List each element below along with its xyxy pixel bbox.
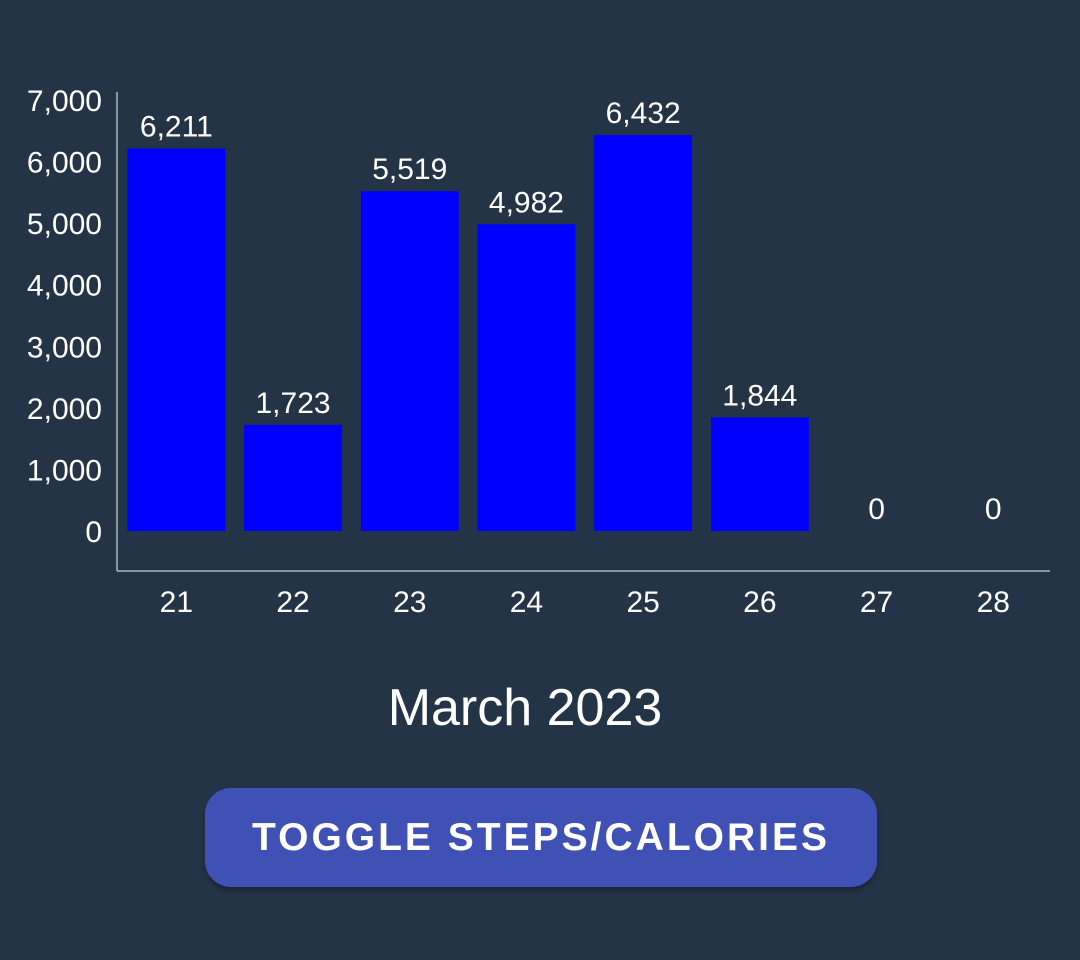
x-tick-label: 27: [860, 586, 893, 619]
bar-value-label: 1,844: [722, 379, 797, 412]
y-tick-label: 3,000: [27, 331, 102, 364]
bar-chart: 0 1,000 2,000 3,000 4,000 5,000 6,000 7,000 6,21…: [27, 85, 1050, 619]
x-tick-label: 24: [510, 586, 543, 619]
bar-value-label: 4,982: [489, 186, 564, 219]
x-tick-label: 26: [743, 586, 776, 619]
bar: [594, 134, 693, 531]
bar-value-label: 1,723: [256, 387, 331, 420]
chart-period-label: March 2023: [387, 679, 663, 737]
x-tick-label: 25: [626, 586, 659, 619]
y-tick-label: 6,000: [27, 147, 102, 180]
toggle-steps-calories-button[interactable]: TOGGLE STEPS/CALORIES: [205, 788, 877, 887]
bar-value-label: 0: [985, 493, 1002, 526]
y-tick-label: 1,000: [27, 454, 102, 487]
x-tick-label: 23: [393, 586, 426, 619]
x-tick-label: 28: [977, 586, 1010, 619]
bar: [477, 224, 576, 531]
bar-value-label: 5,519: [372, 153, 447, 186]
bar: [127, 148, 226, 531]
bar: [244, 424, 343, 531]
y-tick-label: 4,000: [27, 270, 102, 303]
y-tick-label: 5,000: [27, 208, 102, 241]
bar-value-label: 0: [868, 493, 885, 526]
y-tick-label: 7,000: [27, 85, 102, 118]
y-tick-label: 0: [85, 516, 102, 549]
y-tick-label: 2,000: [27, 393, 102, 426]
bar: [360, 191, 459, 531]
x-tick-label: 21: [160, 586, 193, 619]
x-tick-label: 22: [276, 586, 309, 619]
bar-value-label: 6,211: [140, 111, 213, 144]
bar: [710, 417, 809, 531]
bar-value-label: 6,432: [606, 97, 681, 130]
